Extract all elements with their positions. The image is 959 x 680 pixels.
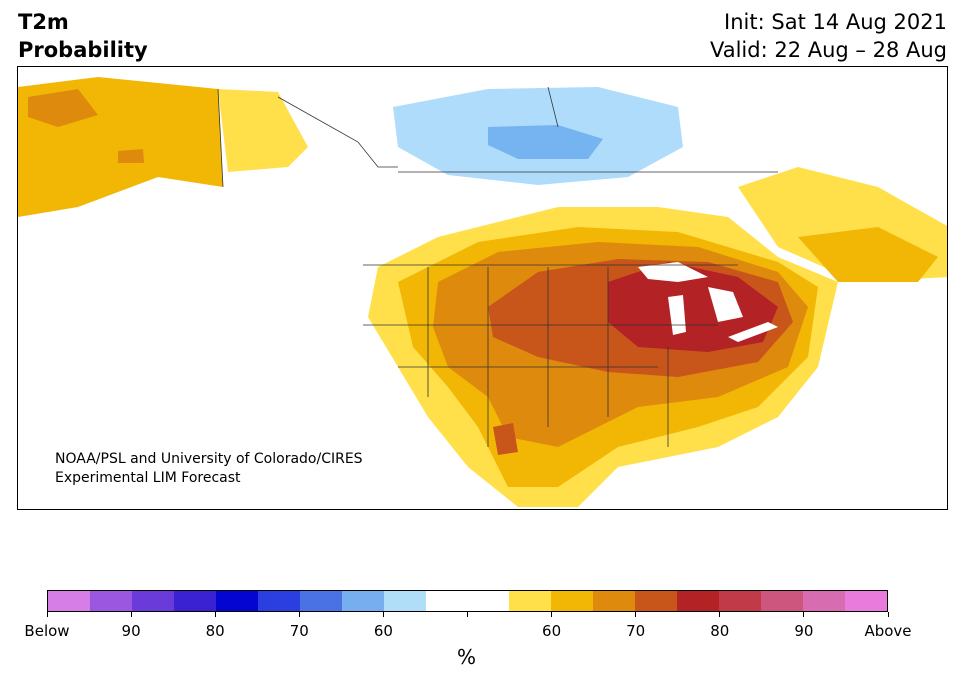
credit-line-2: Experimental LIM Forecast: [55, 470, 241, 486]
colorbar-tick-mark: [887, 612, 889, 617]
colorbar-tick-label: 70: [626, 622, 646, 640]
shade-above-70-quebec: [798, 227, 938, 282]
colorbar-tick-mark: [719, 612, 721, 617]
colorbar-tick-mark: [467, 612, 468, 617]
map-title: T2m Probability: [18, 8, 148, 64]
credit-text: NOAA/PSL and University of Colorado/CIRE…: [55, 450, 363, 488]
map-canvas: [18, 67, 947, 509]
shade-above-60-yukon: [218, 89, 308, 172]
lake-superior: [638, 262, 708, 282]
colorbar-unit: %: [457, 645, 477, 669]
colorbar-cell: [299, 591, 342, 611]
colorbar-cell: [383, 591, 426, 611]
credit-line-1: NOAA/PSL and University of Colorado/CIRE…: [55, 451, 363, 467]
colorbar-cell: [635, 591, 678, 611]
probability-map: [17, 66, 948, 510]
colorbar-cell: [593, 591, 636, 611]
colorbar-tick-label: 80: [205, 622, 225, 640]
colorbar-tick-mark: [46, 612, 48, 617]
shade-above-80-alaska: [28, 89, 98, 127]
colorbar-tick-label: 60: [373, 622, 393, 640]
colorbar-cell: [425, 591, 468, 611]
valid-date: Valid: 22 Aug – 28 Aug: [709, 38, 947, 62]
colorbar-tick-mark: [214, 612, 216, 617]
colorbar-cell: [551, 591, 594, 611]
shade-above-90-texas: [493, 423, 518, 455]
colorbar-cell: [467, 591, 510, 611]
title-line-2: Probability: [18, 38, 148, 62]
colorbar-cell: [257, 591, 300, 611]
colorbar-tick-mark: [382, 612, 384, 617]
political-borders: [217, 86, 778, 447]
colorbar-cell: [89, 591, 132, 611]
forecast-dates: Init: Sat 14 Aug 2021 Valid: 22 Aug – 28…: [710, 8, 947, 64]
title-line-1: T2m: [18, 10, 69, 34]
colorbar-cell: [173, 591, 216, 611]
init-date: Init: Sat 14 Aug 2021: [724, 10, 947, 34]
lake-erie: [728, 322, 778, 342]
shade-below-70-canada: [488, 125, 603, 159]
colorbar-cell: [803, 591, 846, 611]
colorbar-cell: [761, 591, 804, 611]
colorbar-cell: [719, 591, 762, 611]
colorbar-cell: [845, 591, 888, 611]
colorbar-cell: [48, 591, 90, 611]
colorbar-tick-mark: [635, 612, 637, 617]
colorbar: [47, 590, 888, 612]
colorbar-cell: [215, 591, 258, 611]
colorbar-tick-label: 80: [710, 622, 730, 640]
colorbar-cell: [509, 591, 552, 611]
colorbar-cell: [677, 591, 720, 611]
colorbar-tick-mark: [298, 612, 300, 617]
colorbar-tick-mark: [551, 612, 553, 617]
colorbar-cell: [131, 591, 174, 611]
shade-above-max-conus: [608, 262, 778, 352]
colorbar-tick-mark: [803, 612, 805, 617]
colorbar-tick-mark: [130, 612, 132, 617]
colorbar-tick-label: 70: [289, 622, 309, 640]
colorbar-tick-label: Below: [24, 622, 70, 640]
shade-above-80-alaska2: [118, 149, 144, 163]
colorbar-tick-label: 60: [542, 622, 562, 640]
lake-huron: [708, 287, 743, 322]
colorbar-cell: [341, 591, 384, 611]
colorbar-tick-label: 90: [794, 622, 814, 640]
colorbar-tick-label: 90: [121, 622, 141, 640]
colorbar-tick-label: Above: [864, 622, 912, 640]
